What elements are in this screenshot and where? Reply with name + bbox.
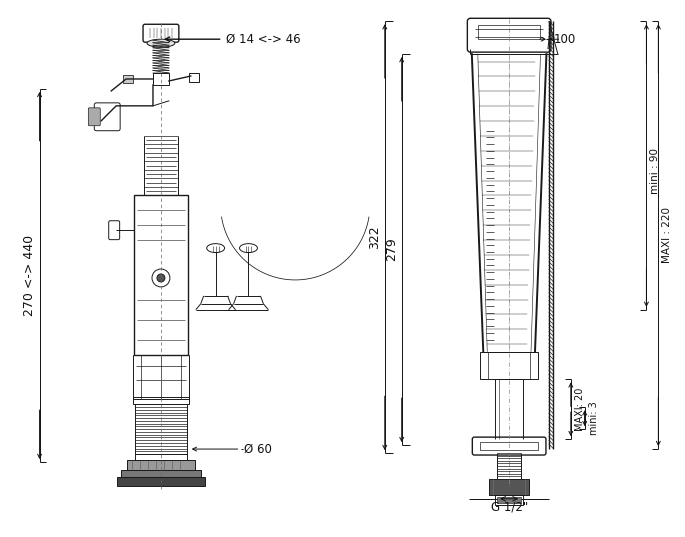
Bar xyxy=(480,442,538,450)
Bar xyxy=(478,25,540,39)
Text: 270 <-> 440: 270 <-> 440 xyxy=(23,235,36,316)
Bar xyxy=(489,479,529,495)
FancyBboxPatch shape xyxy=(473,437,546,455)
Ellipse shape xyxy=(147,39,175,47)
Circle shape xyxy=(152,269,170,287)
Text: G 1/2": G 1/2" xyxy=(490,500,527,513)
Text: MAXI : 220: MAXI : 220 xyxy=(662,207,673,263)
FancyBboxPatch shape xyxy=(88,108,100,126)
Bar xyxy=(497,497,521,503)
Bar xyxy=(495,495,523,505)
FancyBboxPatch shape xyxy=(95,103,120,130)
Ellipse shape xyxy=(240,244,258,252)
Text: Ø 14 <-> 46: Ø 14 <-> 46 xyxy=(225,33,300,46)
Bar xyxy=(135,454,187,460)
FancyBboxPatch shape xyxy=(143,24,179,42)
Bar xyxy=(153,73,169,85)
Text: 100: 100 xyxy=(554,33,576,46)
Text: MAXI: 20: MAXI: 20 xyxy=(575,388,585,431)
FancyBboxPatch shape xyxy=(109,221,120,240)
Text: mini: 3: mini: 3 xyxy=(588,401,599,435)
Ellipse shape xyxy=(207,244,225,252)
Bar xyxy=(127,460,195,470)
Bar xyxy=(133,397,189,404)
Text: mini : 90: mini : 90 xyxy=(650,148,660,193)
Text: Ø 60: Ø 60 xyxy=(243,442,271,455)
Circle shape xyxy=(157,274,165,282)
Text: 279: 279 xyxy=(385,238,398,262)
Bar xyxy=(480,352,538,380)
Text: 322: 322 xyxy=(368,226,381,249)
Bar xyxy=(121,470,201,477)
Bar xyxy=(123,75,133,83)
Bar xyxy=(189,73,199,82)
Bar xyxy=(117,477,205,486)
FancyBboxPatch shape xyxy=(467,18,551,52)
Bar xyxy=(134,195,188,354)
